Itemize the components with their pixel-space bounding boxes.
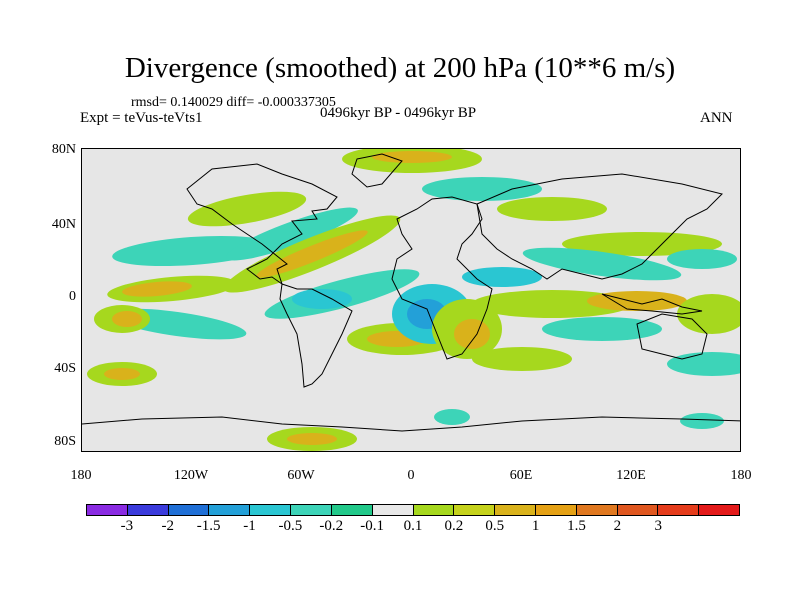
colorbar-label: 0.5: [485, 518, 505, 534]
colorbar-label: 1.5: [567, 518, 586, 534]
colorbar-swatch: [413, 505, 455, 515]
colorbar-swatch: [658, 505, 700, 515]
colorbar-label: 2: [613, 518, 622, 534]
experiment-label: Expt = teVus-teVts1: [80, 110, 203, 126]
coastlines: [82, 153, 740, 432]
colorbar-label: -0.2: [319, 518, 344, 534]
colorbar-label: -3: [120, 518, 134, 534]
colorbar-label: -2: [161, 518, 175, 534]
colorbar-swatch: [576, 505, 618, 515]
colorbar-swatch: [209, 505, 251, 515]
season-label: ANN: [700, 110, 733, 126]
colorbar-label: -0.1: [360, 518, 384, 534]
colorbar-label: -1.5: [196, 518, 221, 534]
colorbar-swatch: [291, 505, 332, 515]
colorbar-swatch: [127, 505, 169, 515]
lat-label-40s: 40S: [54, 361, 76, 376]
plot-title: Divergence (smoothed) at 200 hPa (10**6 …: [124, 52, 676, 84]
period-label: 0496kyr BP - 0496kyr BP: [320, 105, 477, 121]
colorbar-label: 0.2: [444, 518, 464, 534]
statistics-text: rmsd= 0.140029 diff= -0.000337305: [131, 95, 336, 110]
lon-label-60e: 60E: [509, 468, 533, 483]
colorbar-swatch: [454, 505, 496, 515]
field-shading: [87, 149, 740, 451]
divergence-map: [81, 148, 741, 452]
map-canvas: [82, 149, 740, 451]
lat-label-0: 0: [69, 289, 76, 304]
lon-label-180-west: 180: [70, 468, 92, 483]
lon-label-180-east: 180: [730, 468, 752, 483]
lon-label-120e: 120E: [616, 468, 646, 483]
colorbar-label: 3: [654, 518, 663, 534]
colorbar-swatch: [168, 505, 210, 515]
colorbar-swatch: [535, 505, 577, 515]
lon-label-0: 0: [407, 468, 415, 483]
colorbar-swatch: [331, 505, 373, 515]
colorbar-swatch: [87, 505, 128, 515]
colorbar-swatch: [699, 505, 739, 515]
lat-label-80n: 80N: [51, 142, 76, 157]
lon-label-120w: 120W: [173, 468, 209, 483]
colorbar-swatch: [617, 505, 659, 515]
lat-label-80s: 80S: [54, 434, 76, 449]
colorbar-label: 0.1: [403, 518, 423, 534]
colorbar-swatch: [372, 505, 414, 515]
colorbar-label: -0.5: [278, 518, 303, 534]
colorbar-swatch: [495, 505, 536, 515]
colorbar-swatch: [250, 505, 292, 515]
colorbar-label: -1: [243, 518, 256, 534]
colorbar-label: 1: [531, 518, 540, 534]
lat-label-40n: 40N: [51, 217, 76, 232]
lon-label-60w: 60W: [287, 468, 315, 483]
colorbar: [86, 504, 740, 516]
